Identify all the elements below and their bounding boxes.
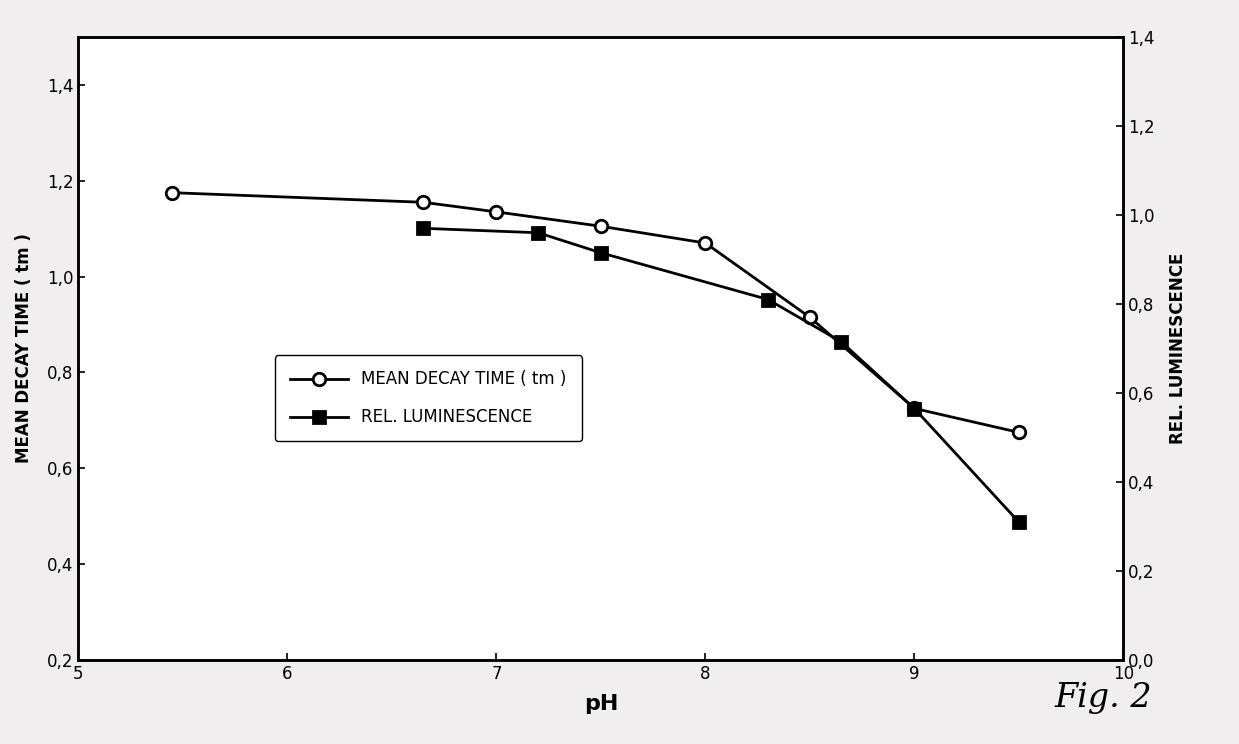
MEAN DECAY TIME ( tm ) bbox=[698, 239, 712, 248]
REL. LUMINESCENCE bbox=[593, 248, 608, 257]
MEAN DECAY TIME ( tm ) bbox=[803, 313, 818, 322]
REL. LUMINESCENCE bbox=[761, 295, 776, 304]
MEAN DECAY TIME ( tm ) bbox=[165, 188, 180, 197]
Legend: MEAN DECAY TIME ( tm ), REL. LUMINESCENCE: MEAN DECAY TIME ( tm ), REL. LUMINESCENC… bbox=[275, 356, 582, 441]
Y-axis label: REL. LUMINESCENCE: REL. LUMINESCENCE bbox=[1168, 253, 1187, 444]
MEAN DECAY TIME ( tm ) bbox=[489, 208, 504, 217]
REL. LUMINESCENCE bbox=[907, 404, 922, 413]
REL. LUMINESCENCE bbox=[834, 337, 849, 346]
REL. LUMINESCENCE bbox=[416, 224, 431, 233]
X-axis label: pH: pH bbox=[584, 694, 618, 714]
MEAN DECAY TIME ( tm ) bbox=[416, 198, 431, 207]
MEAN DECAY TIME ( tm ) bbox=[593, 222, 608, 231]
Y-axis label: MEAN DECAY TIME ( tm ): MEAN DECAY TIME ( tm ) bbox=[15, 234, 33, 464]
MEAN DECAY TIME ( tm ) bbox=[907, 404, 922, 413]
MEAN DECAY TIME ( tm ) bbox=[1011, 428, 1026, 437]
Line: REL. LUMINESCENCE: REL. LUMINESCENCE bbox=[418, 222, 1025, 527]
REL. LUMINESCENCE bbox=[1011, 518, 1026, 527]
REL. LUMINESCENCE bbox=[530, 228, 545, 237]
Line: MEAN DECAY TIME ( tm ): MEAN DECAY TIME ( tm ) bbox=[166, 187, 1025, 439]
Text: Fig. 2: Fig. 2 bbox=[1054, 682, 1152, 714]
